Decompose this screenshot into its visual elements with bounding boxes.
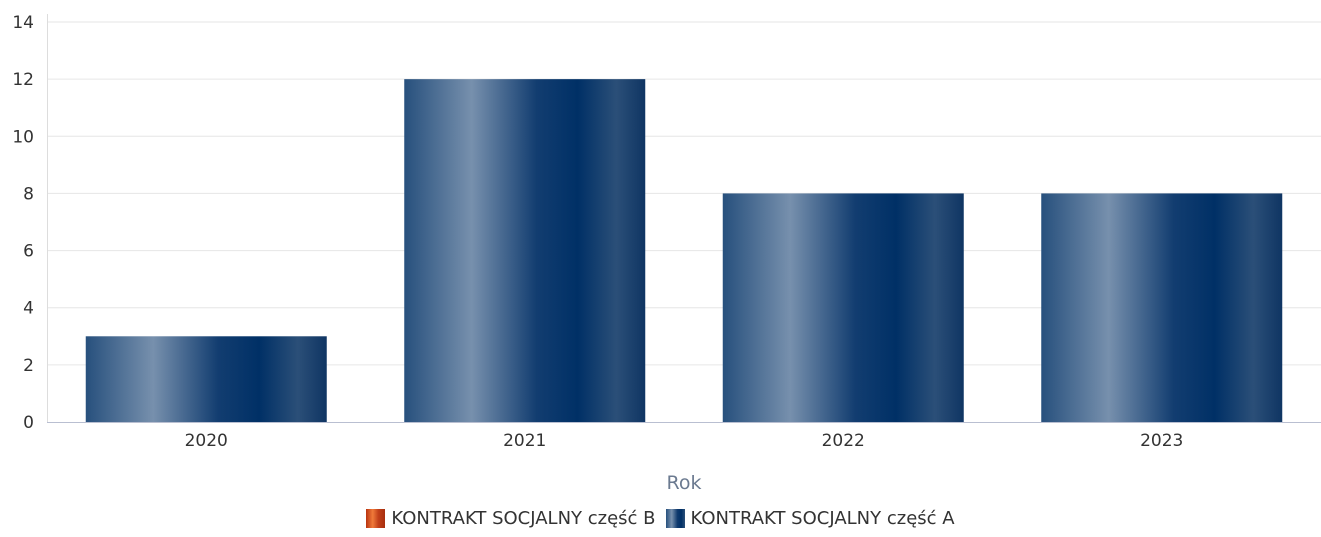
y-tick-label: 8 <box>23 184 34 204</box>
x-tick-label: 2020 <box>185 431 228 451</box>
legend-item-series-b[interactable]: KONTRAKT SOCJALNY część B <box>366 508 656 529</box>
bar-2021[interactable] <box>404 79 646 423</box>
bar-2020[interactable] <box>85 336 327 422</box>
x-axis-title: Rok <box>667 472 702 494</box>
legend: KONTRAKT SOCJALNY część B KONTRAKT SOCJA… <box>0 508 1321 529</box>
y-tick-label: 14 <box>12 13 34 33</box>
y-tick-label: 4 <box>23 299 34 319</box>
gridlines <box>47 21 1321 366</box>
legend-label-series-b: KONTRAKT SOCJALNY część B <box>391 508 656 529</box>
x-tick-label: 2022 <box>822 431 865 451</box>
legend-swatch-series-b <box>366 509 386 528</box>
x-tick-label: 2021 <box>503 431 546 451</box>
y-axis-ticks: 0 2 4 6 8 10 12 14 <box>12 13 34 433</box>
y-tick-label: 2 <box>23 356 34 376</box>
bar-2022[interactable] <box>722 193 964 422</box>
x-axis-ticks: 2020 2021 2022 2023 <box>185 431 1184 451</box>
y-tick-label: 6 <box>23 242 34 262</box>
bar-2023[interactable] <box>1041 193 1283 422</box>
y-tick-label: 10 <box>12 127 34 147</box>
y-tick-label: 12 <box>12 70 34 90</box>
legend-swatch-series-a <box>665 509 685 528</box>
legend-label-series-a: KONTRAKT SOCJALNY część A <box>690 508 955 529</box>
legend-item-series-a[interactable]: KONTRAKT SOCJALNY część A <box>665 508 955 529</box>
x-tick-label: 2023 <box>1140 431 1183 451</box>
y-tick-label: 0 <box>23 413 34 433</box>
bars <box>85 79 1283 423</box>
